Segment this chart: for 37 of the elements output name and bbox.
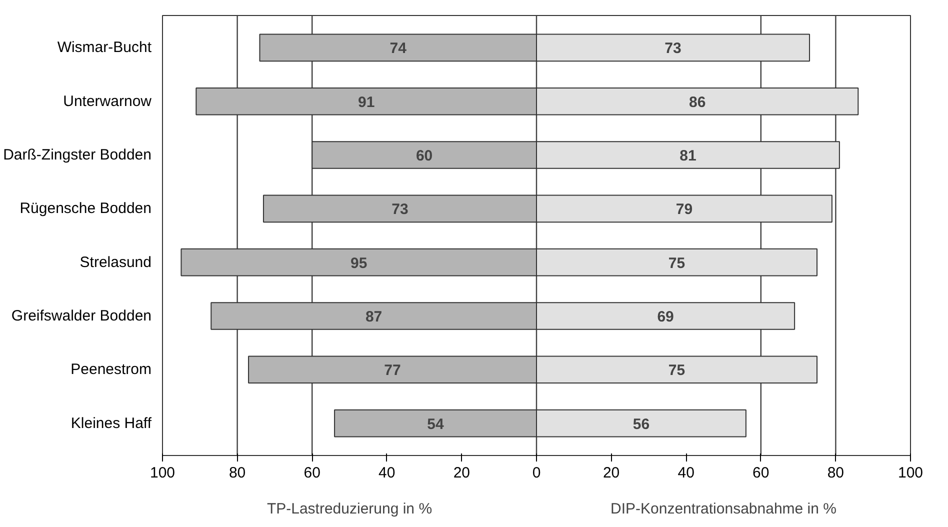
x-tick-label: 20 — [602, 464, 620, 482]
y-tick-label: Unterwarnow — [63, 92, 152, 110]
data-label: 54 — [427, 416, 445, 433]
x-tick-label: 100 — [150, 464, 176, 482]
x-tick-label: 0 — [532, 464, 541, 482]
data-label: 74 — [390, 40, 408, 58]
y-tick-label: Wismar-Bucht — [57, 39, 152, 56]
data-label: 75 — [668, 254, 686, 272]
data-label: 86 — [688, 94, 706, 111]
data-label: 79 — [676, 201, 693, 218]
data-label: 75 — [668, 362, 686, 380]
y-tick-label: Strelasund — [80, 254, 152, 271]
data-label: 60 — [416, 148, 433, 165]
x-tick-label: 80 — [228, 464, 246, 482]
data-label: 91 — [358, 94, 375, 111]
data-label: 95 — [350, 254, 368, 272]
y-tick-label: Greifswalder Bodden — [11, 307, 152, 324]
text: TP-Lastreduzierung in % — [266, 500, 432, 518]
text: DIP-Konzentrationsabnahme in % — [610, 500, 836, 518]
data-label: 77 — [384, 362, 401, 380]
x-tick-label: 20 — [453, 464, 470, 482]
x-tick-label: 40 — [678, 464, 694, 482]
data-label: 56 — [632, 416, 650, 433]
y-tick-label: Rügensche Bodden — [20, 200, 152, 218]
x-tick-label: 80 — [827, 464, 844, 482]
data-label: 87 — [365, 308, 382, 326]
x-tick-label: 60 — [304, 464, 320, 482]
x-tick-label: 40 — [378, 464, 396, 482]
y-tick-label: Peenestrom — [70, 361, 152, 378]
y-tick-label: Darß-Zingster Bodden — [3, 146, 152, 164]
x-tick-label: 100 — [898, 464, 924, 482]
y-tick-label: Kleines Haff — [70, 414, 152, 432]
data-label: 69 — [657, 308, 674, 326]
data-label: 73 — [392, 201, 408, 218]
data-label: 81 — [680, 148, 696, 165]
data-label: 73 — [664, 40, 682, 58]
x-tick-label: 60 — [752, 464, 770, 482]
